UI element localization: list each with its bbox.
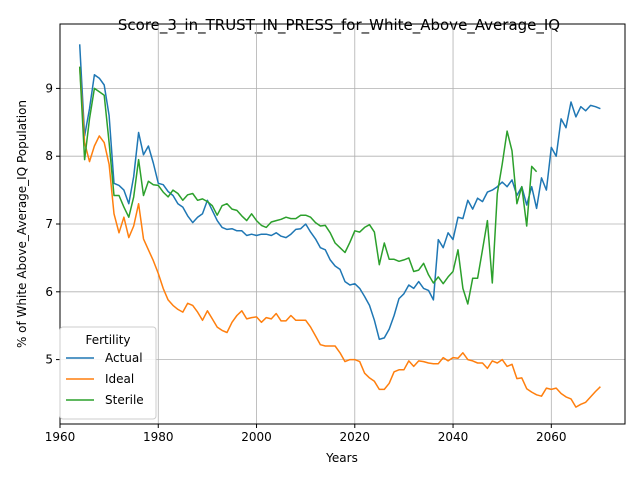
y-tick-label: 8: [45, 149, 53, 163]
y-tick-label: 6: [45, 285, 53, 299]
x-tick-label: 1960: [45, 430, 76, 444]
y-tick-label: 5: [45, 353, 53, 367]
y-tick-label: 7: [45, 217, 53, 231]
legend-label-ideal: Ideal: [105, 372, 134, 386]
x-axis: 1960 1980 2000 2020 2040 2060: [45, 424, 567, 444]
y-axis: 5 6 7 8 9: [45, 81, 60, 367]
x-tick-label: 2000: [241, 430, 272, 444]
series-layer: [78, 44, 601, 408]
legend: Fertility Actual Ideal Sterile: [59, 326, 157, 420]
legend-title: Fertility: [85, 333, 130, 347]
chart-title: Score_3_in_TRUST_IN_PRESS_for_White_Abov…: [118, 16, 560, 35]
x-tick-label: 1980: [143, 430, 174, 444]
y-axis-label: % of White Above_Average_IQ Population: [15, 100, 29, 348]
x-axis-label: Years: [325, 451, 358, 465]
legend-box: [59, 326, 157, 420]
x-tick-label: 2020: [340, 430, 371, 444]
series-line-ideal: [78, 66, 601, 408]
legend-label-sterile: Sterile: [105, 393, 144, 407]
x-tick-label: 2040: [438, 430, 469, 444]
y-tick-label: 9: [45, 81, 53, 95]
legend-label-actual: Actual: [105, 351, 143, 365]
series-line-actual: [78, 44, 601, 341]
series-line-sterile: [78, 66, 538, 305]
x-tick-label: 2060: [536, 430, 567, 444]
